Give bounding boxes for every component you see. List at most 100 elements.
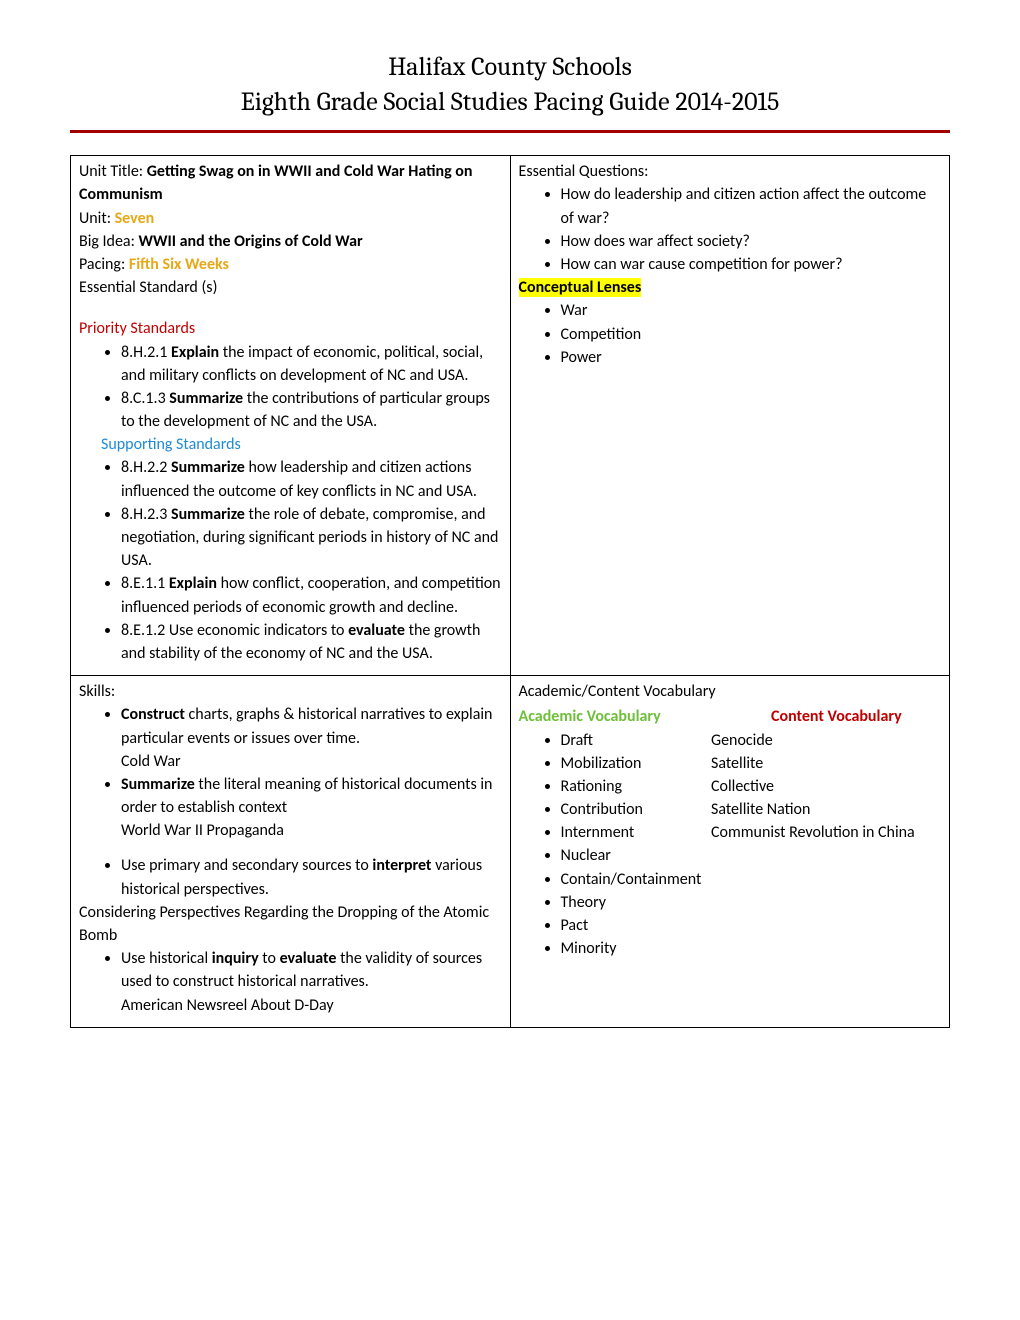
acad-term: Contribution [561,798,712,821]
vocab-row: Theory [561,891,942,914]
content-term [711,937,941,960]
lenses-heading-text: Conceptual Lenses [519,278,642,297]
acad-term: Draft [561,729,712,752]
eq-item: How can war cause competition for power? [561,253,942,276]
skill-after-para: Considering Perspectives Regarding the D… [79,901,502,947]
skills-list: Construct charts, graphs & historical na… [101,703,502,842]
priority-heading: Priority Standards [79,317,502,340]
skill-item: Summarize the literal meaning of histori… [121,773,502,843]
lens-item: Competition [561,323,942,346]
std-verb: Summarize [171,458,245,477]
skill-item: Use historical inquiry to evaluate the v… [121,947,502,1017]
std-verb: Explain [171,343,219,362]
skill-pre: Use historical [121,949,212,968]
skill-sub: World War II Propaganda [121,819,502,842]
unit-value: Seven [115,209,155,228]
std-code: 8.H.2.1 [121,343,171,362]
std-code: 8.C.1.3 [121,389,169,408]
priority-item: 8.C.1.3 Summarize the contributions of p… [121,387,502,433]
content-term: Satellite [711,752,941,775]
std-code: 8.H.2.2 [121,458,171,477]
pacing-line: Pacing: Fifth Six Weeks [79,253,502,276]
vocab-subheads: Academic Vocabulary Content Vocabulary [519,705,942,728]
vocab-row: DraftGenocide [561,729,942,752]
skill-item: Construct charts, graphs & historical na… [121,703,502,773]
content-term: Communist Revolution in China [711,821,941,844]
cell-essential-questions: Essential Questions: How do leadership a… [510,156,950,676]
content-vocab-label: Content Vocabulary [771,705,941,728]
content-term [711,844,941,867]
priority-list: 8.H.2.1 Explain the impact of economic, … [101,341,502,434]
unit-label: Unit: [79,209,115,228]
skills-heading: Skills: [79,680,502,703]
vocab-row: InternmentCommunist Revolution in China [561,821,942,844]
priority-item: 8.H.2.1 Explain the impact of economic, … [121,341,502,387]
essential-std: Essential Standard (s) [79,276,502,299]
eq-item: How do leadership and citizen action aff… [561,183,942,229]
skill-verb: inquiry [212,949,259,968]
academic-vocab-label: Academic Vocabulary [519,705,772,728]
content-term [711,891,941,914]
acad-term: Minority [561,937,712,960]
content-term: Collective [711,775,941,798]
skill-pre: Use primary and secondary sources to [121,856,372,875]
big-idea: WWII and the Origins of Cold War [138,232,362,251]
content-term [711,914,941,937]
vocab-row: ContributionSatellite Nation [561,798,942,821]
skill-item: Use primary and secondary sources to int… [121,854,502,900]
cell-skills: Skills: Construct charts, graphs & histo… [71,676,511,1028]
std-code: 8.H.2.3 [121,505,171,524]
supporting-list: 8.H.2.2 Summarize how leadership and cit… [101,456,502,665]
eq-item: How does war affect society? [561,230,942,253]
eq-list: How do leadership and citizen action aff… [541,183,942,276]
supporting-item: 8.E.1.1 Explain how conflict, cooperatio… [121,572,502,618]
unit-number-line: Unit: Seven [79,207,502,230]
supporting-heading: Supporting Standards [101,433,502,456]
acad-term: Nuclear [561,844,712,867]
vocab-row: RationingCollective [561,775,942,798]
acad-term: Internment [561,821,712,844]
std-verb: Explain [169,574,217,593]
supporting-item: 8.H.2.3 Summarize the role of debate, co… [121,503,502,573]
acad-term: Theory [561,891,712,914]
skill-sub: American Newsreel About D-Day [121,994,502,1017]
skill-verb: interpret [372,856,431,875]
acad-term: Contain/Containment [561,868,712,891]
skill-verb: Summarize [121,775,195,794]
acad-term: Mobilization [561,752,712,775]
header-rule [70,130,950,133]
content-term: Genocide [711,729,941,752]
main-table: Unit Title: Getting Swag on in WWII and … [70,155,950,1028]
page: Halifax County Schools Eighth Grade Soci… [0,0,1020,1068]
supporting-item: 8.H.2.2 Summarize how leadership and cit… [121,456,502,502]
std-code: 8.E.1.1 [121,574,169,593]
vocab-row: Contain/Containment [561,868,942,891]
vocab-row: Pact [561,914,942,937]
acad-term: Rationing [561,775,712,798]
unit-title-label: Unit Title: [79,162,147,181]
vocab-row: Minority [561,937,942,960]
std-verb: Summarize [171,505,245,524]
supporting-item: 8.E.1.2 Use economic indicators to evalu… [121,619,502,665]
vocab-heading: Academic/Content Vocabulary [519,680,942,703]
skill-sub: Cold War [121,750,502,773]
unit-title-line: Unit Title: Getting Swag on in WWII and … [79,160,502,206]
std-verb: Summarize [169,389,243,408]
skill-verb2: evaluate [280,949,337,968]
lenses-heading: Conceptual Lenses [519,276,942,299]
vocab-row: MobilizationSatellite [561,752,942,775]
skill-mid: to [259,949,280,968]
cell-vocabulary: Academic/Content Vocabulary Academic Voc… [510,676,950,1028]
big-idea-label: Big Idea: [79,232,138,251]
pacing-value: Fifth Six Weeks [129,255,229,274]
eq-heading: Essential Questions: [519,160,942,183]
vocab-list: DraftGenocide MobilizationSatellite Rati… [541,729,942,961]
header-line-1: Halifax County Schools [70,50,950,85]
content-term: Satellite Nation [711,798,941,821]
lens-item: Power [561,346,942,369]
acad-term: Pact [561,914,712,937]
lens-item: War [561,299,942,322]
skills-list-2: Use primary and secondary sources to int… [101,854,502,900]
big-idea-line: Big Idea: WWII and the Origins of Cold W… [79,230,502,253]
vocab-row: Nuclear [561,844,942,867]
